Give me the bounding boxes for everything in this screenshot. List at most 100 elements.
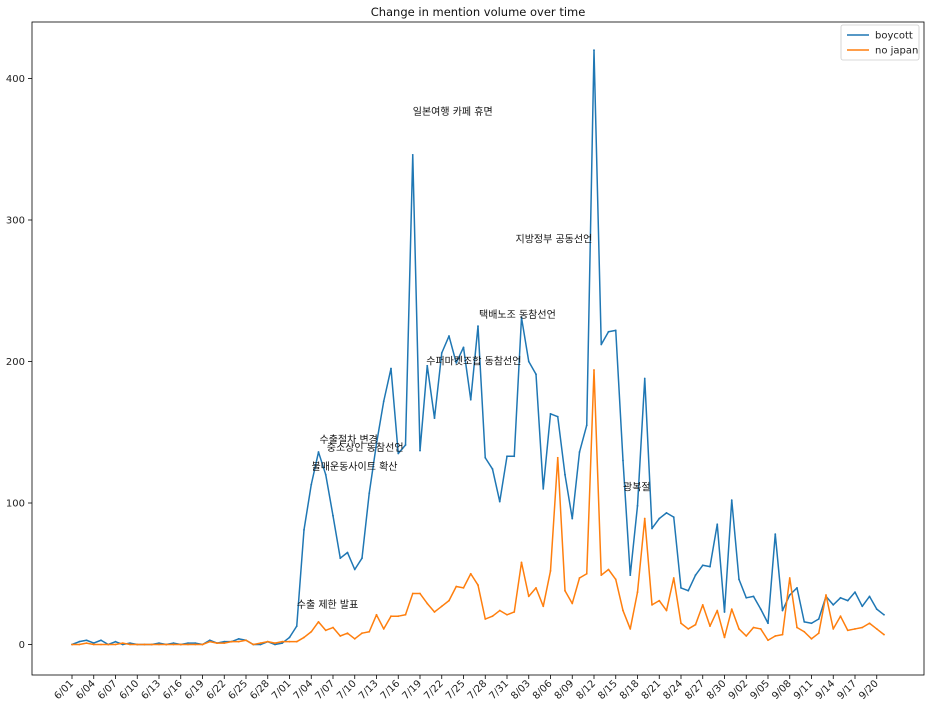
data-point-boycott bbox=[629, 574, 632, 577]
data-point-no-japan bbox=[266, 640, 269, 643]
data-point-no-japan bbox=[535, 587, 537, 589]
data-point-boycott bbox=[303, 528, 305, 531]
data-point-boycott bbox=[114, 640, 117, 643]
data-point-boycott bbox=[643, 377, 646, 380]
x-tick-label: 7/19 bbox=[400, 678, 424, 702]
x-tick-label: 9/17 bbox=[835, 678, 859, 702]
data-point-boycott bbox=[607, 330, 610, 333]
data-point-no-japan bbox=[317, 620, 320, 623]
data-point-no-japan bbox=[883, 633, 885, 636]
data-point-no-japan bbox=[324, 629, 327, 632]
data-point-no-japan bbox=[339, 635, 342, 637]
data-point-no-japan bbox=[484, 618, 487, 620]
data-point-boycott bbox=[310, 483, 313, 486]
x-tick-label: 7/10 bbox=[335, 678, 359, 702]
data-point-no-japan bbox=[861, 626, 864, 629]
data-point-no-japan bbox=[658, 599, 661, 602]
data-point-no-japan bbox=[716, 609, 719, 612]
annotation-label: 수출 제한 발표 bbox=[297, 599, 359, 611]
data-point-no-japan bbox=[803, 630, 806, 633]
data-point-no-japan bbox=[745, 635, 748, 637]
x-tick-label: 6/22 bbox=[205, 678, 229, 702]
x-tick-label: 8/24 bbox=[661, 678, 685, 702]
data-point-no-japan bbox=[426, 602, 429, 605]
data-point-no-japan bbox=[622, 609, 624, 612]
data-point-no-japan bbox=[709, 625, 711, 628]
data-point-boycott bbox=[636, 504, 639, 507]
data-point-no-japan bbox=[810, 637, 813, 640]
data-point-no-japan bbox=[397, 615, 400, 618]
data-point-boycott bbox=[701, 564, 704, 567]
data-point-no-japan bbox=[491, 615, 494, 618]
data-point-no-japan bbox=[687, 628, 690, 630]
x-tick-label: 7/13 bbox=[357, 678, 381, 702]
data-point-no-japan bbox=[506, 613, 508, 616]
data-point-no-japan bbox=[223, 642, 226, 644]
data-point-no-japan bbox=[78, 643, 81, 646]
data-point-boycott bbox=[324, 473, 327, 476]
data-point-no-japan bbox=[788, 577, 791, 579]
data-point-no-japan bbox=[520, 561, 523, 564]
x-axis: 6/016/046/076/106/136/166/196/226/256/28… bbox=[52, 675, 881, 702]
x-tick-label: 7/04 bbox=[292, 678, 316, 702]
data-point-boycott bbox=[462, 346, 465, 349]
data-point-boycott bbox=[223, 640, 226, 643]
data-point-no-japan bbox=[100, 643, 102, 646]
data-point-boycott bbox=[397, 452, 400, 455]
y-tick-label: 100 bbox=[6, 499, 25, 510]
data-point-no-japan bbox=[448, 599, 450, 602]
data-point-boycott bbox=[194, 642, 197, 644]
data-point-boycott bbox=[535, 373, 537, 376]
data-point-boycott bbox=[875, 608, 878, 611]
x-tick-label: 6/13 bbox=[139, 678, 163, 702]
x-tick-label: 6/16 bbox=[161, 678, 185, 702]
data-point-boycott bbox=[121, 643, 124, 646]
data-point-no-japan bbox=[172, 643, 175, 646]
x-tick-label: 7/28 bbox=[466, 678, 490, 702]
data-point-no-japan bbox=[549, 570, 552, 572]
data-point-boycott bbox=[433, 417, 436, 419]
x-tick-label: 9/11 bbox=[792, 678, 816, 702]
x-tick-label: 9/08 bbox=[770, 678, 794, 702]
x-tick-label: 6/28 bbox=[248, 678, 272, 702]
data-point-no-japan bbox=[353, 637, 356, 640]
plot-frame bbox=[31, 21, 925, 676]
data-point-boycott bbox=[100, 639, 102, 642]
data-point-no-japan bbox=[433, 611, 436, 613]
data-point-boycott bbox=[274, 643, 276, 646]
data-point-no-japan bbox=[774, 635, 777, 637]
data-point-boycott bbox=[803, 620, 806, 623]
data-point-boycott bbox=[788, 594, 791, 596]
data-point-no-japan bbox=[680, 622, 682, 625]
data-point-no-japan bbox=[730, 608, 733, 611]
data-point-no-japan bbox=[767, 639, 769, 642]
data-point-boycott bbox=[709, 565, 711, 568]
x-tick-label: 7/16 bbox=[379, 678, 403, 702]
data-point-no-japan bbox=[839, 615, 842, 618]
legend-box bbox=[840, 24, 920, 61]
data-point-boycott bbox=[440, 352, 443, 354]
data-point-no-japan bbox=[92, 643, 95, 646]
data-point-no-japan bbox=[513, 611, 516, 613]
data-point-no-japan bbox=[208, 640, 211, 643]
data-point-boycott bbox=[571, 517, 574, 520]
data-point-boycott bbox=[854, 591, 856, 594]
x-tick-label: 6/01 bbox=[52, 678, 76, 702]
data-point-no-japan bbox=[651, 603, 653, 606]
data-point-boycott bbox=[158, 642, 160, 644]
data-point-no-japan bbox=[600, 574, 603, 577]
data-point-no-japan bbox=[201, 643, 204, 646]
data-point-no-japan bbox=[854, 628, 856, 630]
data-point-no-japan bbox=[614, 578, 617, 581]
data-point-no-japan bbox=[781, 633, 784, 636]
data-point-boycott bbox=[361, 557, 363, 560]
y-tick-label: 0 bbox=[19, 640, 25, 651]
legend: boycott no japan bbox=[840, 24, 920, 61]
data-point-no-japan bbox=[332, 626, 334, 629]
data-point-boycott bbox=[542, 487, 545, 490]
data-point-no-japan bbox=[455, 585, 458, 588]
data-point-boycott bbox=[759, 608, 762, 611]
x-tick-label: 9/20 bbox=[857, 678, 881, 702]
data-point-boycott bbox=[832, 603, 835, 606]
x-tick-label: 8/21 bbox=[640, 678, 664, 702]
